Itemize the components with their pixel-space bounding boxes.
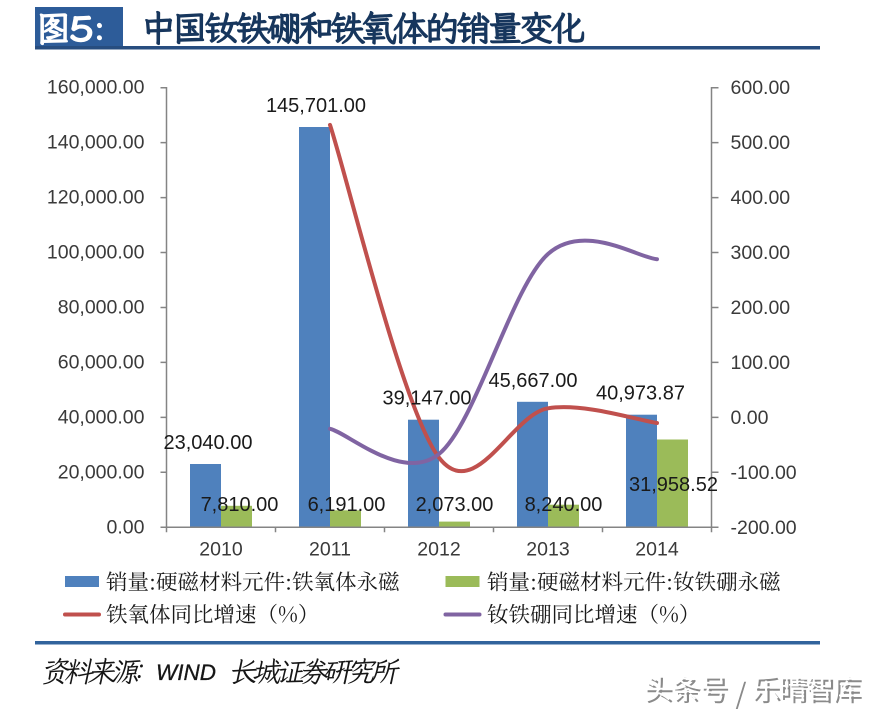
svg-text:500.00: 500.00 (731, 132, 791, 154)
svg-text:0.00: 0.00 (731, 407, 769, 429)
svg-text:7,810.00: 7,810.00 (201, 494, 279, 516)
svg-text:145,701.00: 145,701.00 (266, 95, 366, 117)
svg-text:200.00: 200.00 (731, 297, 791, 319)
svg-text:160,000.00: 160,000.00 (47, 77, 145, 99)
svg-text:31,958.52: 31,958.52 (629, 474, 718, 496)
svg-text:2012: 2012 (417, 539, 460, 561)
svg-text:2014: 2014 (635, 539, 679, 561)
svg-text:-100.00: -100.00 (731, 462, 797, 484)
svg-text:6,191.00: 6,191.00 (308, 494, 386, 516)
svg-text:23,040.00: 23,040.00 (164, 432, 253, 454)
svg-text:40,000.00: 40,000.00 (58, 406, 145, 428)
svg-text:39,147.00: 39,147.00 (383, 388, 472, 410)
svg-text:2013: 2013 (526, 539, 569, 561)
svg-text:2011: 2011 (309, 539, 351, 561)
svg-text:400.00: 400.00 (731, 187, 791, 209)
svg-text:120,000.00: 120,000.00 (47, 187, 145, 209)
svg-text:600.00: 600.00 (731, 77, 791, 99)
svg-text:0.00: 0.00 (107, 516, 145, 538)
svg-text:60,000.00: 60,000.00 (58, 351, 145, 373)
svg-text:140,000.00: 140,000.00 (47, 132, 145, 154)
svg-text:2010: 2010 (199, 539, 243, 561)
svg-text:300.00: 300.00 (731, 242, 791, 264)
svg-text:20,000.00: 20,000.00 (58, 461, 145, 483)
svg-text:80,000.00: 80,000.00 (58, 297, 145, 319)
svg-text:2,073.00: 2,073.00 (416, 494, 494, 516)
svg-text:40,973.87: 40,973.87 (596, 383, 685, 405)
svg-text:WIND: WIND (156, 660, 216, 685)
svg-text:100,000.00: 100,000.00 (47, 242, 145, 264)
svg-text:-200.00: -200.00 (731, 517, 797, 539)
svg-text:8,240.00: 8,240.00 (525, 494, 603, 516)
svg-text:100.00: 100.00 (731, 352, 791, 374)
svg-text:45,667.00: 45,667.00 (489, 370, 578, 392)
